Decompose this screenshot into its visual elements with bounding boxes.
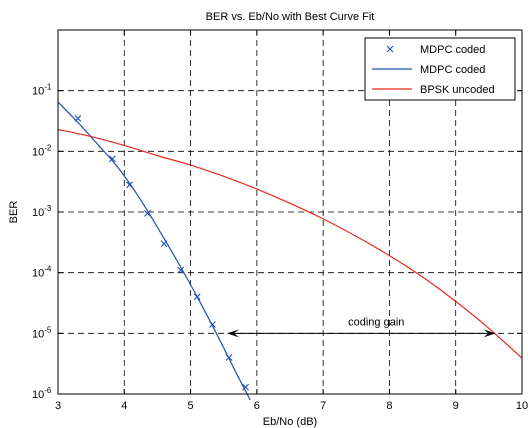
mdpc-marker-point	[144, 209, 151, 217]
annotation-layer: coding gain	[227, 316, 496, 338]
legend-label-mdpc-markers: MDPC coded	[420, 44, 485, 56]
x-tick-label: 3	[55, 400, 61, 412]
x-tick-label: 6	[254, 400, 260, 412]
x-tick-label: 4	[121, 400, 127, 412]
x-tick-label: 9	[453, 400, 459, 412]
tick-layer: 3 4 5 6 7 8 9 10 10-6 10-5 10-4 10-3 10-2 10-1	[32, 30, 528, 412]
legend-label-bpsk: BPSK uncoded	[420, 84, 495, 96]
mdpc-marker-point	[108, 155, 116, 163]
mdpc-fit-line	[57, 101, 251, 401]
y-tick-label: 10-1	[32, 83, 52, 98]
coding-gain-label: coding gain	[348, 316, 404, 328]
mdpc-marker-point	[177, 266, 185, 274]
coding-gain-arrowhead-right	[483, 329, 496, 338]
y-tick-label: 10-6	[32, 386, 52, 401]
legend-label-mdpc-line: MDPC coded	[420, 64, 485, 76]
x-tick-label: 8	[386, 400, 392, 412]
y-tick-label: 10-3	[32, 204, 52, 219]
x-tick-label: 7	[320, 400, 326, 412]
chart-title: BER vs. Eb/No with Best Curve Fit	[206, 11, 375, 23]
bpsk-uncoded-line	[57, 128, 523, 359]
legend: MDPC coded MDPC coded BPSK uncoded	[364, 37, 516, 101]
y-tick-label: 10-2	[32, 143, 52, 158]
y-tick-label: 10-5	[32, 325, 52, 340]
x-axis-label: Eb/No (dB)	[263, 416, 317, 428]
x-tick-label: 5	[188, 400, 194, 412]
y-tick-label: 10-4	[32, 265, 52, 280]
mdpc-marker-point	[242, 383, 249, 391]
x-tick-label: 10	[516, 400, 528, 412]
legend-marker-mdpc	[386, 45, 394, 53]
y-axis-label: BER	[8, 201, 20, 224]
coding-gain-arrowhead-left	[227, 329, 240, 338]
series-layer	[57, 101, 523, 401]
